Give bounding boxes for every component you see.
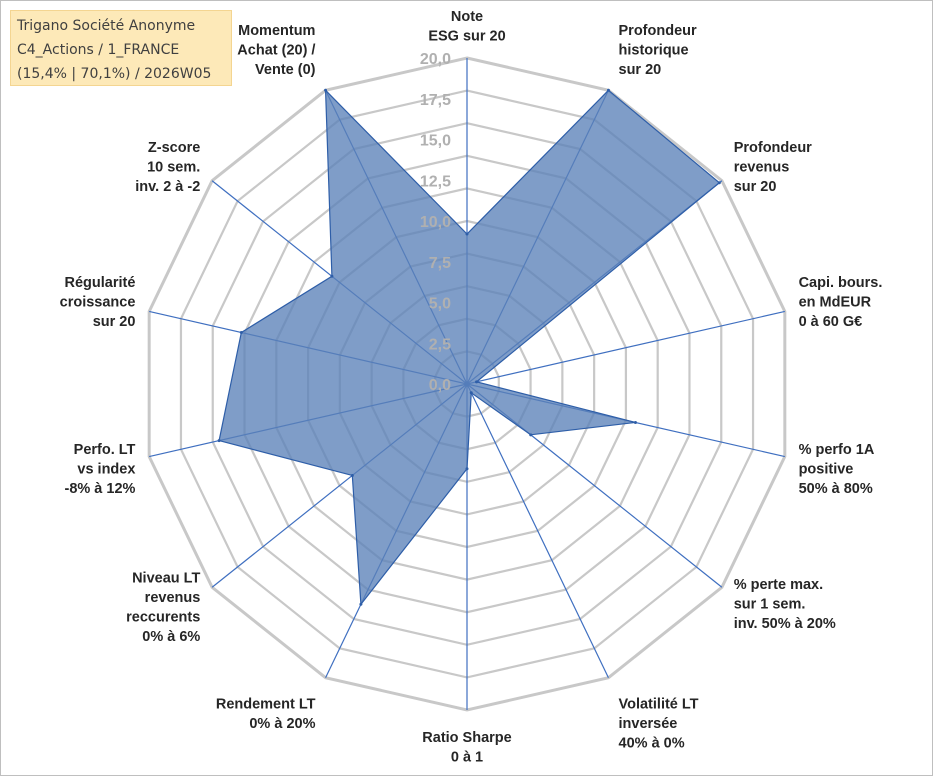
axis-label-6: Volatilité LT inversée 40% à 0%	[619, 696, 699, 751]
tick-label-2: 5,0	[429, 296, 451, 313]
axis-label-9: Niveau LT revenus reccurents 0% à 6%	[126, 571, 200, 646]
tick-label-1: 2,5	[429, 336, 451, 353]
axis-label-9-line-1: revenus	[145, 590, 201, 606]
axis-label-6-line-0: Volatilité LT	[619, 696, 699, 712]
data-point-12	[330, 274, 334, 278]
data-point-9	[350, 473, 354, 477]
axis-label-5-line-1: sur 1 sem.	[734, 596, 806, 612]
axis-label-10-line-2: -8% à 12%	[64, 481, 135, 497]
data-point-8	[359, 602, 363, 606]
axis-label-12-line-1: 10 sem.	[147, 160, 200, 176]
axis-label-11-line-1: croissance	[60, 294, 136, 310]
axis-label-0-line-0: Note	[451, 9, 483, 25]
axis-label-8: Rendement LT 0% à 20%	[216, 696, 316, 732]
data-point-10	[217, 439, 221, 443]
axis-label-12: Z-score 10 sem. inv. 2 à -2	[135, 140, 200, 195]
data-point-7	[465, 467, 469, 471]
axis-label-1-line-2: sur 20	[619, 62, 662, 78]
axis-label-11-line-2: sur 20	[93, 314, 136, 330]
tick-label-5: 12,5	[420, 173, 451, 190]
axis-label-0-line-1: ESG sur 20	[428, 29, 505, 45]
score-week: (15,4% | 70,1%) / 2026W05	[17, 66, 212, 82]
axis-label-3-line-2: 0 à 60 G€	[799, 314, 863, 330]
axis-label-5-line-0: % perte max.	[734, 577, 823, 593]
data-point-6	[469, 391, 473, 395]
tick-label-7: 17,5	[420, 92, 451, 109]
axis-label-2-line-0: Profondeur	[734, 140, 812, 156]
axis-label-9-line-2: reccurents	[126, 610, 200, 626]
axis-label-8-line-1: 0% à 20%	[249, 716, 315, 732]
data-point-11	[239, 330, 243, 334]
axis-label-11: Régularité croissance sur 20	[60, 275, 136, 330]
axis-label-4: % perfo 1A positive 50% à 80%	[799, 442, 875, 497]
axis-label-0: Note ESG sur 20	[428, 9, 505, 45]
title-box: Trigano Société Anonyme C4_Actions / 1_F…	[10, 10, 232, 86]
axis-label-13-line-2: Vente (0)	[255, 62, 316, 78]
radar-series	[217, 88, 721, 606]
axis-label-1: Profondeur historique sur 20	[619, 23, 697, 78]
axis-label-7: Ratio Sharpe 0 à 1	[422, 730, 511, 766]
axis-label-1-line-1: historique	[619, 43, 689, 59]
tick-label-8: 20,0	[420, 51, 451, 68]
axis-label-12-line-0: Z-score	[148, 140, 200, 156]
axis-label-3-line-0: Capi. bours.	[799, 275, 883, 291]
axis-label-13-line-0: Momentum	[238, 23, 315, 39]
axis-label-10-line-1: vs index	[77, 462, 135, 478]
axis-label-2-line-1: revenus	[734, 160, 790, 176]
axis-label-7-line-1: 0 à 1	[451, 750, 483, 766]
data-point-13	[324, 88, 328, 92]
axis-label-4-line-0: % perfo 1A	[799, 442, 875, 458]
axis-label-3: Capi. bours. en MdEUR 0 à 60 G€	[799, 275, 883, 330]
data-point-4	[633, 420, 637, 424]
axis-label-13-line-1: Achat (20) /	[237, 43, 315, 59]
company-name: Trigano Société Anonyme	[17, 18, 196, 34]
axis-label-5: % perte max. sur 1 sem. inv. 50% à 20%	[734, 577, 836, 632]
data-point-0	[465, 232, 469, 236]
tick-label-3: 7,5	[429, 255, 451, 272]
axis-label-2-line-2: sur 20	[734, 179, 777, 195]
spoke-3	[466, 310, 785, 385]
axis-label-11-line-0: Régularité	[65, 275, 136, 291]
axis-label-5-line-2: inv. 50% à 20%	[734, 616, 836, 632]
axis-label-9-line-0: Niveau LT	[132, 571, 200, 587]
axis-label-4-line-2: 50% à 80%	[799, 481, 873, 497]
axis-label-1-line-0: Profondeur	[619, 23, 697, 39]
axis-label-6-line-2: 40% à 0%	[619, 735, 685, 751]
portfolio-path: C4_Actions / 1_FRANCE	[17, 42, 180, 58]
radar-ticks: 0,0 2,5 5,0 7,5 10,0 12,5 15,0 17,5 20,0	[420, 51, 451, 394]
radar-axis-labels: Note ESG sur 20 Profondeur historique sur 20…	[60, 9, 883, 766]
axis-label-3-line-1: en MdEUR	[799, 294, 872, 310]
axis-label-9-line-3: 0% à 6%	[142, 629, 200, 645]
data-point-3	[475, 380, 479, 384]
tick-label-6: 15,0	[420, 133, 451, 150]
axis-label-10-line-0: Perfo. LT	[74, 442, 136, 458]
data-point-1	[606, 88, 610, 92]
axis-label-4-line-1: positive	[799, 462, 854, 478]
axis-label-8-line-0: Rendement LT	[216, 696, 316, 712]
axis-label-13: Momentum Achat (20) / Vente (0)	[237, 23, 315, 78]
tick-label-0: 0,0	[429, 377, 451, 394]
axis-label-2: Profondeur revenus sur 20	[734, 140, 812, 195]
data-point-5	[529, 433, 533, 437]
axis-label-6-line-1: inversée	[619, 716, 678, 732]
axis-label-7-line-0: Ratio Sharpe	[422, 730, 511, 746]
tick-label-4: 10,0	[420, 214, 451, 231]
axis-label-10: Perfo. LT vs index -8% à 12%	[64, 442, 135, 497]
data-point-2	[717, 181, 721, 185]
spoke-6	[466, 383, 609, 678]
axis-label-12-line-2: inv. 2 à -2	[135, 179, 200, 195]
